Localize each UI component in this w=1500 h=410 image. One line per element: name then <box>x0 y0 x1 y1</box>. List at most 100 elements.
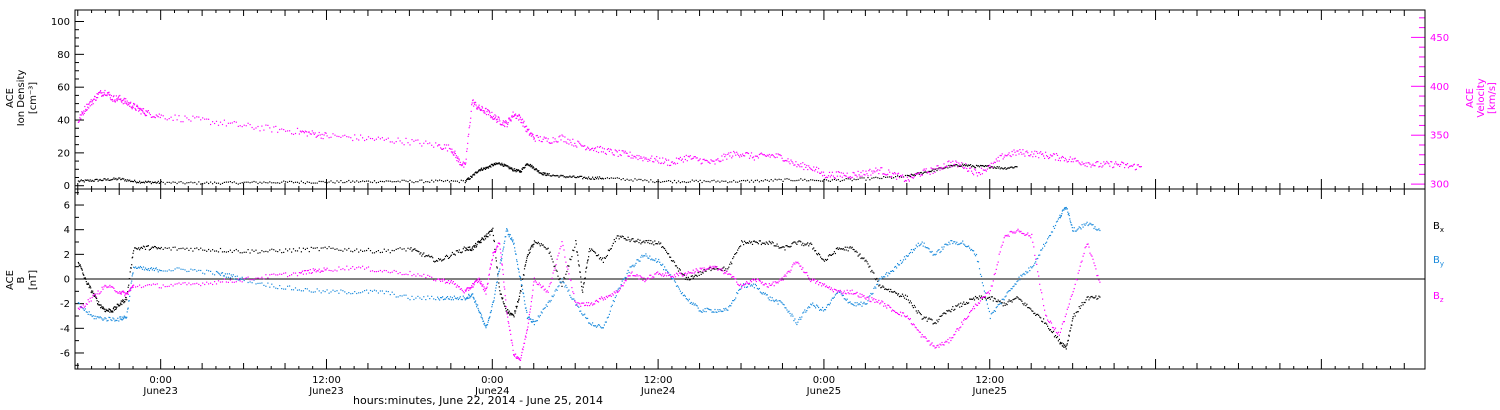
density-point <box>101 180 103 182</box>
by-point <box>589 322 591 324</box>
bz-point <box>446 281 449 284</box>
bz-point <box>783 275 785 277</box>
by-point <box>496 281 498 283</box>
by-point <box>650 259 652 261</box>
density-point <box>827 180 830 182</box>
density-point <box>534 169 536 171</box>
by-point <box>1058 216 1060 219</box>
bx-point <box>215 250 218 252</box>
velocity-point <box>223 119 225 121</box>
bx-point <box>581 285 583 288</box>
bx-point <box>746 242 749 244</box>
by-point <box>164 270 166 272</box>
by-point <box>855 305 857 307</box>
by-point <box>251 282 253 284</box>
bx-point <box>126 299 128 301</box>
bz-point <box>289 275 291 277</box>
velocity-point <box>833 177 835 179</box>
density-point <box>581 175 583 177</box>
bx-point <box>107 309 109 311</box>
bx-point <box>904 294 907 296</box>
density-point <box>504 165 506 167</box>
by-point <box>515 253 517 255</box>
by-point <box>123 317 125 319</box>
bz-point <box>880 302 882 304</box>
velocity-point <box>964 167 966 169</box>
by-point <box>377 292 379 294</box>
velocity-point <box>583 145 585 147</box>
density-point <box>974 167 977 169</box>
by-point <box>653 259 655 261</box>
by-point <box>702 309 704 311</box>
velocity-point <box>813 166 815 168</box>
bz-point <box>987 291 989 293</box>
bz-point <box>1040 289 1042 291</box>
bz-point <box>309 269 311 271</box>
velocity-point <box>364 139 366 142</box>
density-point <box>972 165 974 167</box>
bz-point <box>441 278 443 281</box>
density-point <box>433 181 435 183</box>
by-point <box>97 316 99 318</box>
bx-point <box>1030 308 1032 310</box>
velocity-point <box>477 108 479 110</box>
density-point <box>287 181 289 183</box>
velocity-point <box>108 94 111 96</box>
bx-point <box>782 246 784 248</box>
velocity-point <box>446 150 449 152</box>
velocity-point <box>848 177 850 179</box>
bx-point <box>809 243 811 245</box>
density-point <box>992 167 994 169</box>
bz-point <box>530 301 532 303</box>
density-point <box>922 172 924 174</box>
by-point <box>87 313 89 315</box>
bx-point <box>196 247 198 249</box>
velocity-point <box>858 174 860 176</box>
by-point <box>294 287 297 289</box>
by-point <box>1099 229 1101 232</box>
bz-point <box>139 284 141 286</box>
bx-point <box>644 242 646 244</box>
density-point <box>298 182 300 184</box>
by-point <box>215 270 218 273</box>
by-point <box>764 292 766 294</box>
by-point <box>685 298 687 300</box>
velocity-point <box>612 154 614 156</box>
bz-point <box>312 268 314 270</box>
bz-point <box>489 268 491 270</box>
by-point <box>558 285 560 287</box>
bz-point <box>724 272 726 274</box>
by-point <box>235 278 237 281</box>
velocity-point <box>215 120 218 122</box>
velocity-point <box>610 149 612 151</box>
bx-point <box>114 308 116 310</box>
bz-point <box>828 286 831 288</box>
density-point <box>241 182 243 184</box>
bx-point <box>436 259 438 262</box>
bx-point <box>427 255 429 257</box>
bx-point <box>557 275 559 277</box>
by-point <box>320 292 322 294</box>
bx-point <box>514 310 516 312</box>
density-point <box>283 180 285 182</box>
bz-point <box>936 345 938 347</box>
by-point <box>94 315 96 317</box>
density-point <box>989 167 991 169</box>
velocity-point <box>136 105 138 107</box>
velocity-point <box>344 134 346 136</box>
density-point <box>831 179 833 181</box>
by-point <box>741 285 743 287</box>
density-point <box>580 175 582 177</box>
by-point <box>557 286 559 288</box>
bx-point <box>956 305 958 307</box>
by-point <box>1043 243 1045 245</box>
velocity-point <box>455 155 457 157</box>
density-point <box>196 183 198 185</box>
velocity-point <box>1067 160 1069 163</box>
by-point <box>969 247 971 249</box>
velocity-point <box>1140 166 1142 168</box>
velocity-point <box>133 102 135 105</box>
bx-point <box>1019 298 1021 300</box>
bx-point <box>864 260 866 262</box>
bz-point <box>464 289 466 291</box>
